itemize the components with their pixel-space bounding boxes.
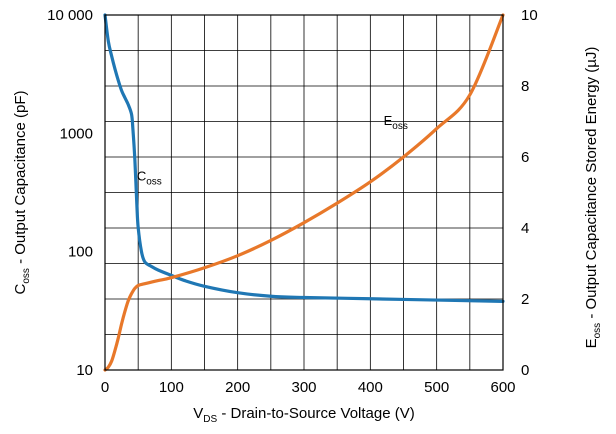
right-y-tick-label: 10	[521, 7, 538, 24]
left-y-tick-label: 10	[76, 362, 93, 379]
tick-labels: 0 100 200 300 400 500 600 10 100 1000 10 000 0 2 4 6 8 1…	[47, 7, 538, 396]
right-y-tick-label: 4	[521, 220, 529, 237]
right-y-tick-label: 6	[521, 149, 529, 166]
coss-label: Coss	[137, 168, 162, 187]
left-y-axis-title: Coss - Output Capacitance (pF)	[12, 91, 32, 295]
x-tick-label: 200	[225, 379, 250, 396]
left-y-tick-label: 1000	[60, 125, 93, 142]
right-y-axis-title: Eoss - Output Capacitance Stored Energy …	[583, 47, 603, 349]
x-tick-label: 500	[424, 379, 449, 396]
x-tick-label: 300	[291, 379, 316, 396]
right-y-tick-label: 0	[521, 362, 529, 379]
right-y-tick-label: 8	[521, 78, 529, 95]
x-axis-title: VDS - Drain-to-Source Voltage (V)	[193, 405, 415, 425]
x-tick-label: 400	[358, 379, 383, 396]
right-y-tick-label: 2	[521, 291, 529, 308]
curves	[103, 13, 505, 372]
grid	[105, 15, 503, 370]
x-tick-label: 600	[490, 379, 515, 396]
coss-curve	[103, 13, 505, 303]
left-y-tick-label: 100	[68, 244, 93, 261]
x-tick-label: 100	[159, 379, 184, 396]
eoss-label: Eoss	[384, 113, 408, 132]
series-labels: Coss Eoss	[137, 113, 408, 187]
x-tick-label: 0	[101, 379, 109, 396]
eoss-curve	[103, 13, 505, 372]
left-y-tick-label: 10 000	[47, 7, 93, 24]
plot-frame	[104, 14, 504, 371]
